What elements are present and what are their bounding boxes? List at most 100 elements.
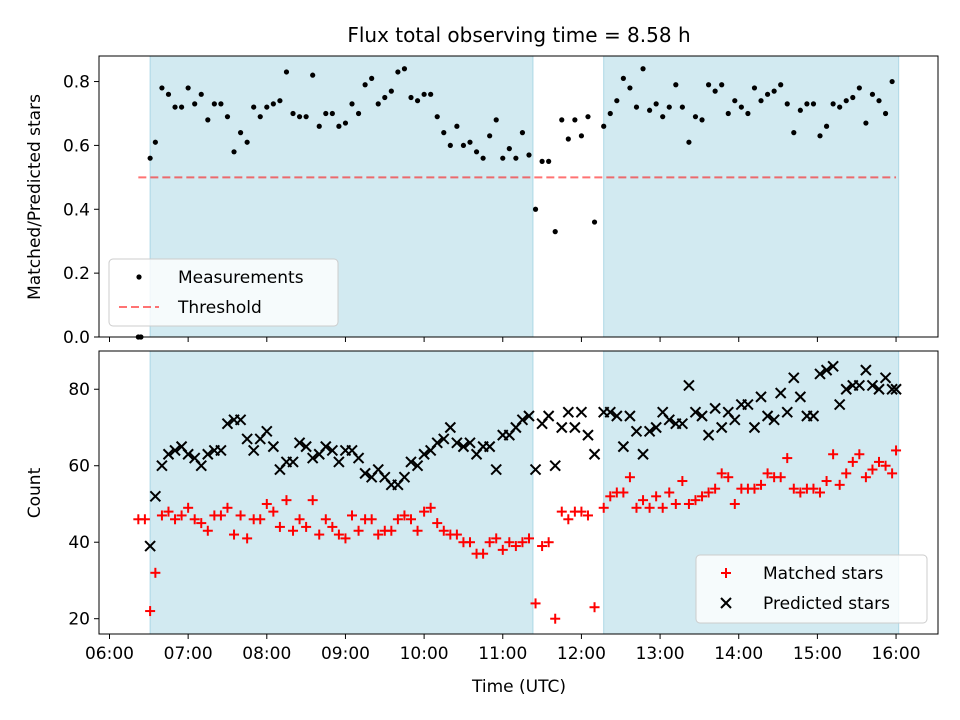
matched-star-point — [867, 464, 878, 475]
measurement-point — [591, 219, 598, 225]
matched-star-point — [491, 533, 502, 544]
count-y-tick-label: 40 — [68, 533, 90, 553]
measurement-point — [810, 101, 817, 107]
matched-star-point — [775, 472, 786, 483]
predicted-stroke — [405, 456, 417, 468]
measurement-point — [876, 98, 882, 104]
predicted-stroke — [833, 398, 846, 411]
predicted-stroke — [523, 410, 535, 422]
matched-star-point — [497, 544, 508, 555]
matched-star-point — [657, 502, 668, 513]
matched-star-point — [795, 487, 806, 498]
measurement-point — [349, 101, 355, 107]
matched-star-point — [788, 483, 799, 494]
measurement-point — [192, 101, 198, 107]
measurement-point — [725, 110, 731, 117]
matched-star-point — [484, 537, 495, 548]
matched-star-point — [281, 495, 292, 506]
measurement-point — [323, 110, 329, 117]
measurement-point — [447, 142, 453, 149]
predicted-star-point — [676, 417, 689, 430]
x-tick-label: 10:00 — [400, 644, 449, 664]
matched-star-point — [274, 521, 285, 532]
predicted-star-point — [261, 425, 273, 438]
measurement-point — [738, 104, 744, 110]
measurement-point — [147, 155, 153, 161]
matched-star-point — [419, 506, 430, 517]
predicted-stroke — [529, 463, 542, 476]
matched-star-point — [139, 514, 150, 525]
ratio-panel-frame — [98, 55, 939, 338]
predicted-stroke — [188, 452, 201, 464]
predicted-star-point — [241, 433, 253, 445]
predicted-star-point — [768, 414, 780, 426]
matched-star-point — [340, 533, 351, 544]
predicted-star-point — [588, 448, 601, 460]
measurement-point — [421, 91, 427, 97]
predicted-stroke — [247, 444, 260, 457]
predicted-stroke — [326, 444, 339, 457]
matched-star-point — [183, 502, 194, 513]
predicted-star-point — [696, 410, 708, 422]
predicted-star-point — [529, 463, 542, 476]
matched-star-point — [176, 510, 187, 521]
measurement-point — [797, 107, 803, 113]
measurement-point — [270, 101, 276, 107]
measurement-point — [218, 101, 224, 107]
predicted-star-point — [516, 414, 529, 426]
measurement-point — [856, 85, 862, 91]
matched-star-point — [563, 514, 574, 525]
matched-star-point — [605, 491, 616, 502]
measurement-point — [850, 94, 856, 101]
matched-star-point — [821, 476, 832, 487]
measurement-point — [614, 98, 620, 104]
predicted-stroke — [650, 421, 662, 434]
matched-star-point — [749, 483, 760, 494]
measurement-point — [784, 101, 790, 107]
predicted-star-point — [611, 410, 623, 422]
predicted-stroke — [202, 448, 214, 460]
x-tick-label: 11:00 — [478, 644, 527, 664]
matched-star-point — [307, 495, 318, 506]
predicted-stroke — [709, 402, 721, 415]
count-legend: Matched stars Predicted stars — [695, 554, 928, 624]
matched-star-point — [373, 529, 384, 540]
predicted-star-point — [860, 364, 872, 376]
predicted-star-point — [604, 406, 616, 418]
predicted-star-point — [169, 444, 181, 457]
matched-star-point — [638, 495, 649, 506]
predicted-stroke — [149, 490, 162, 503]
measurement-point — [277, 98, 283, 104]
measurement-point — [751, 85, 758, 91]
measurement-point — [310, 72, 316, 78]
predicted-stroke — [722, 406, 734, 418]
matched-star-point — [828, 449, 839, 460]
count-panel-frame — [98, 350, 939, 635]
predicted-stroke — [611, 410, 623, 422]
matched-star-point — [598, 502, 609, 513]
predicted-star-point — [457, 440, 470, 453]
measurement-point — [546, 158, 552, 164]
predicted-star-point — [575, 406, 588, 418]
predicted-star-point — [729, 414, 741, 426]
predicted-stroke — [359, 467, 371, 480]
measurement-point — [526, 152, 532, 158]
measurement-point — [401, 66, 408, 72]
predicted-stroke — [702, 429, 715, 441]
predicted-stroke — [169, 444, 181, 457]
x-tick-label: 13:00 — [636, 644, 685, 664]
predicted-stroke — [774, 387, 787, 399]
predicted-stroke — [182, 448, 194, 460]
matched-star-point — [301, 521, 312, 532]
predicted-stroke — [306, 452, 319, 464]
predicted-stroke — [886, 383, 898, 395]
matched-star-point — [392, 514, 403, 525]
predicted-star-point — [748, 421, 761, 434]
matched-star-point — [196, 518, 207, 529]
predicted-star-point — [300, 440, 312, 453]
predicted-stroke — [663, 414, 675, 426]
predicted-star-point — [490, 463, 502, 476]
measurement-point — [467, 139, 473, 145]
matched-star-point — [268, 506, 279, 517]
